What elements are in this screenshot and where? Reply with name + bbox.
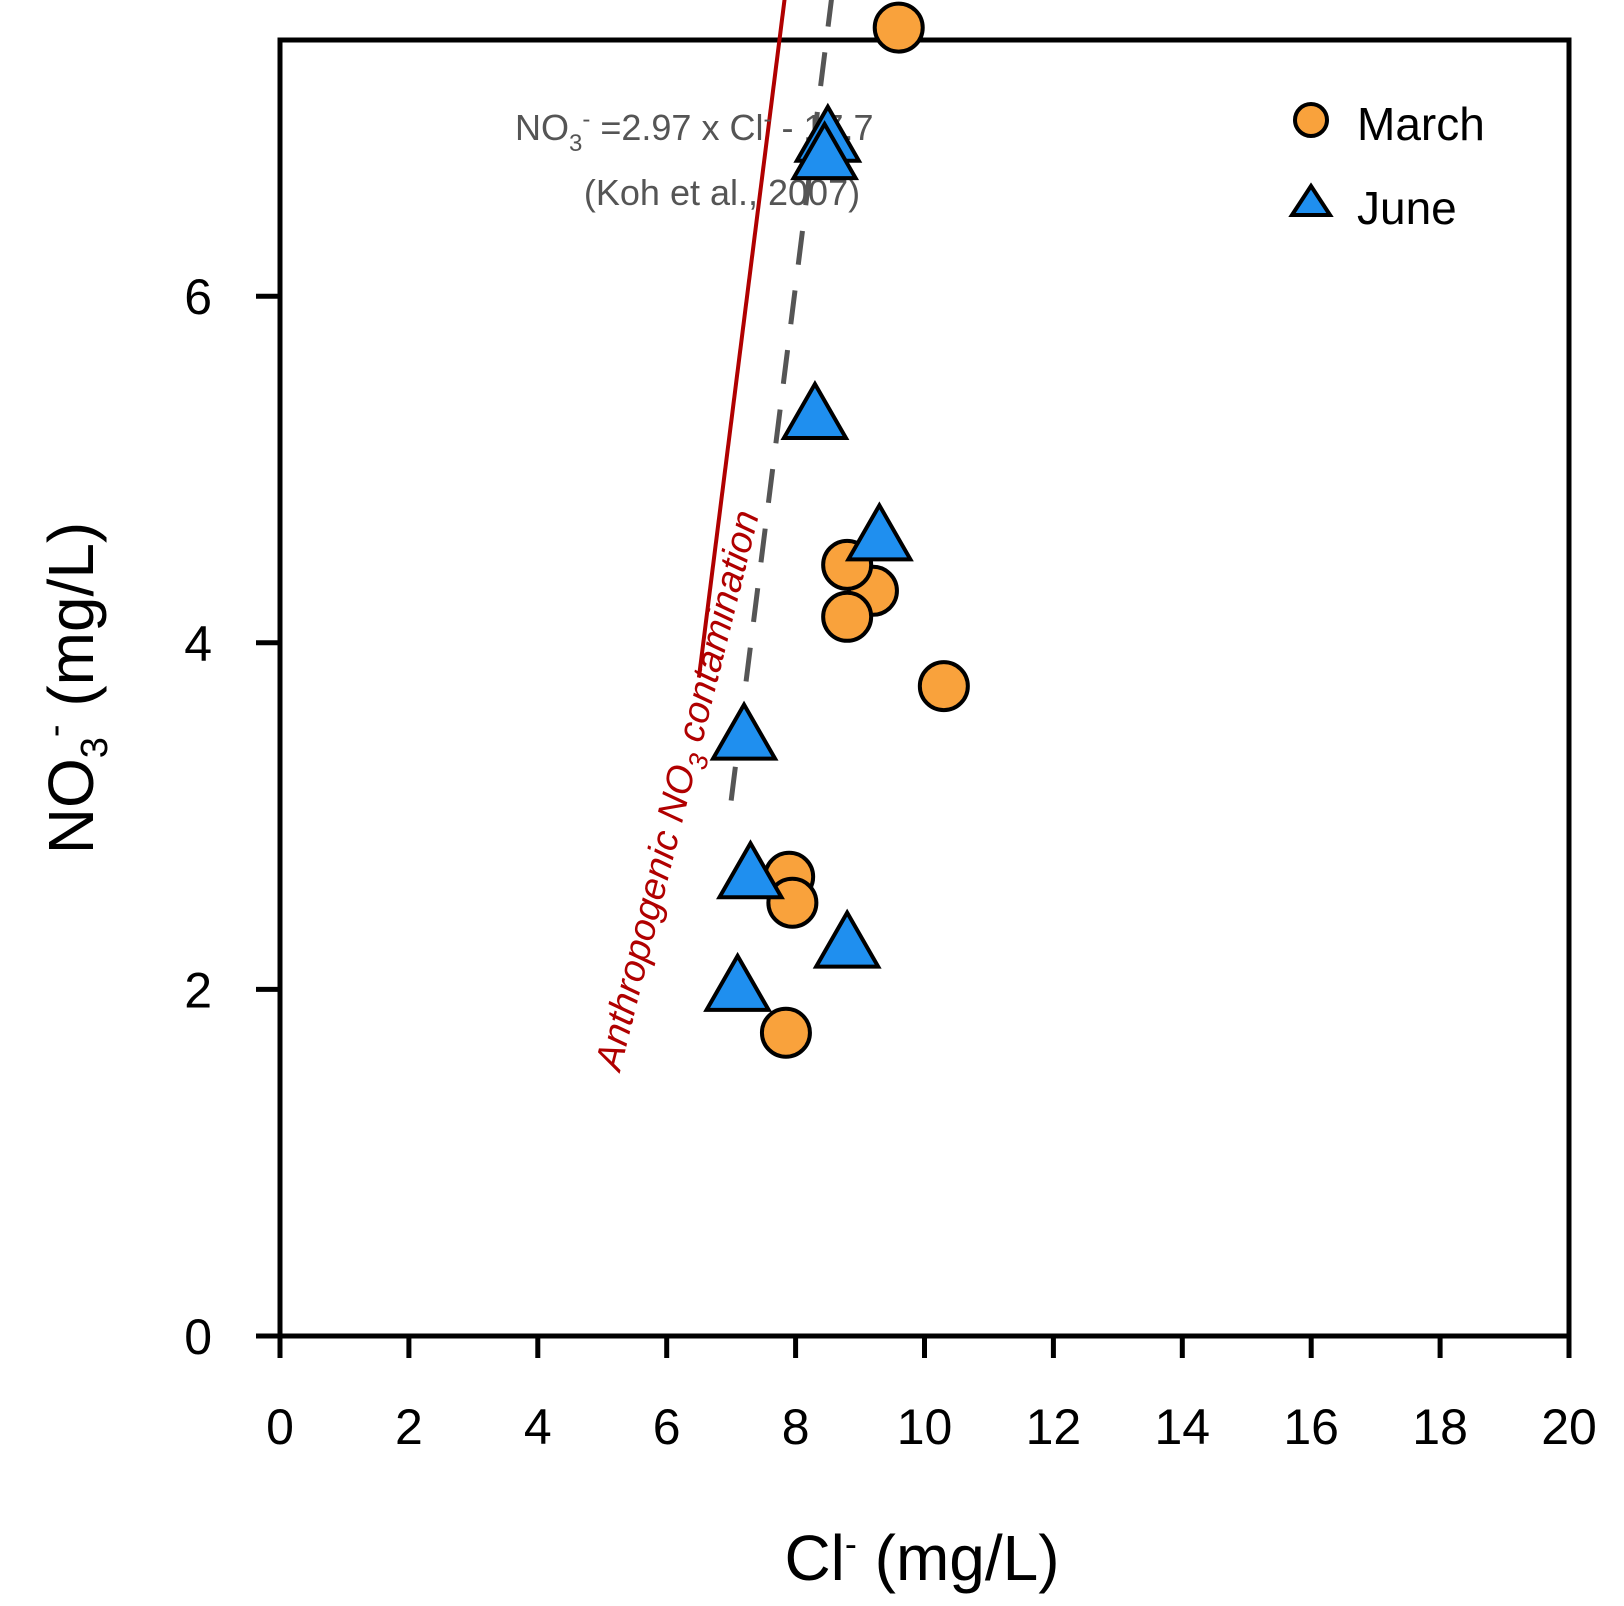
point-march bbox=[759, 1006, 812, 1059]
point-june bbox=[844, 501, 914, 562]
point-june bbox=[780, 380, 850, 441]
y-tick-label: 2 bbox=[184, 962, 212, 1018]
x-tick-label: 10 bbox=[897, 1399, 953, 1455]
point-march bbox=[872, 1, 925, 54]
legend-june-label: June bbox=[1357, 182, 1457, 234]
x-tick-label: 20 bbox=[1541, 1399, 1597, 1455]
legend-march-marker bbox=[1293, 102, 1329, 138]
y-tick-label: 0 bbox=[184, 1309, 212, 1365]
contamination-arrow bbox=[696, 0, 787, 678]
x-tick-label: 6 bbox=[653, 1399, 681, 1455]
point-march bbox=[917, 660, 970, 713]
x-tick-label: 2 bbox=[395, 1399, 423, 1455]
x-tick-label: 14 bbox=[1154, 1399, 1210, 1455]
point-june bbox=[716, 839, 785, 900]
legend: March June bbox=[1288, 98, 1485, 234]
data-points bbox=[703, 1, 970, 1059]
x-tick-label: 16 bbox=[1283, 1399, 1339, 1455]
y-tick-label: 6 bbox=[184, 269, 212, 325]
x-axis-title: Cl- (mg/L) bbox=[784, 1522, 1059, 1594]
y-axis-title: NO3- (mg/L) bbox=[34, 522, 116, 854]
y-tick-label: 4 bbox=[184, 616, 212, 672]
legend-june-marker bbox=[1288, 182, 1334, 217]
x-tick-label: 4 bbox=[524, 1399, 552, 1455]
point-june bbox=[790, 120, 860, 181]
point-june bbox=[703, 951, 773, 1012]
x-tick-label: 18 bbox=[1412, 1399, 1468, 1455]
x-tick-label: 0 bbox=[266, 1399, 294, 1455]
point-march bbox=[766, 876, 819, 929]
point-june bbox=[812, 908, 882, 969]
legend-march-label: March bbox=[1357, 98, 1485, 150]
x-tick-label: 12 bbox=[1026, 1399, 1082, 1455]
x-axis-ticks: 0 2 4 6 8 10 12 14 16 18 20 bbox=[266, 1336, 1597, 1455]
point-june bbox=[709, 700, 779, 761]
x-tick-label: 8 bbox=[782, 1399, 810, 1455]
point-march bbox=[821, 590, 874, 643]
